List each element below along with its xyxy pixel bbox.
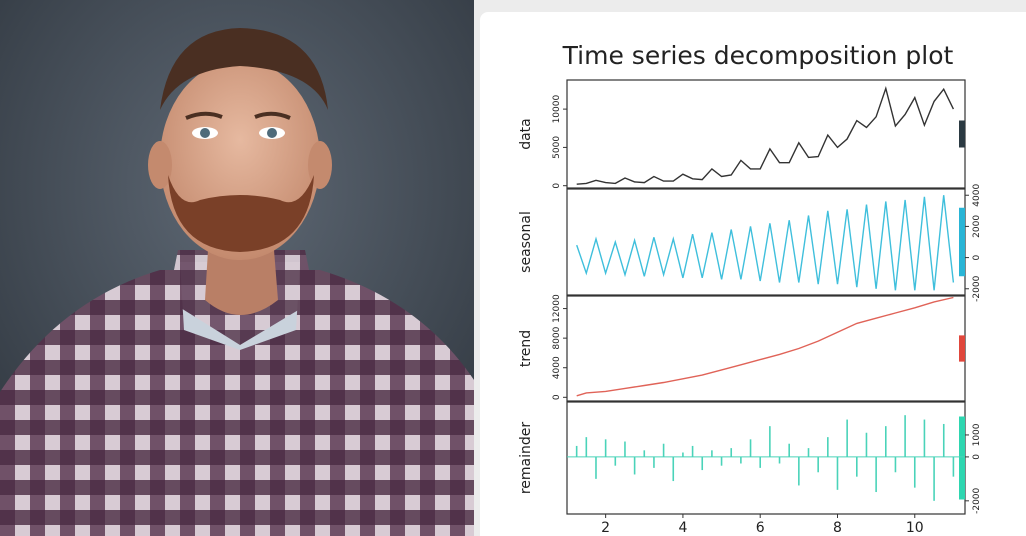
y-tick-label: 0: [972, 454, 982, 460]
panel-trend: 0 4000 8000 12000 trend: [518, 294, 966, 402]
presenter-video: [0, 0, 474, 536]
chart-panel: Time series decomposition plot 0 5000 1000…: [480, 12, 1026, 536]
y-tick-label: 0: [552, 183, 562, 189]
presenter-figure: [0, 0, 474, 536]
y-tick-label: 5000: [552, 136, 562, 159]
y-tick-label: 2000: [972, 215, 982, 238]
y-tick-label: 8000: [552, 326, 562, 349]
x-tick-label: 10: [906, 520, 924, 536]
panel-seasonal: -2000 0 2000 4000 seasonal: [518, 184, 982, 302]
slide: Time series decomposition plot 0 5000 1000…: [474, 0, 1026, 536]
decomposition-chart: Time series decomposition plot 050001000…: [518, 41, 982, 536]
panel-remainder: -2000 0 1000 remainder: [518, 401, 982, 515]
panel-frame: [566, 79, 966, 189]
x-tick-label: 8: [833, 520, 842, 536]
scale-bar: [959, 207, 965, 277]
x-tick-label: 2: [601, 520, 610, 536]
panel-label-seasonal: seasonal: [518, 211, 534, 273]
panel-label-trend: trend: [518, 330, 534, 367]
x-tick-label: 6: [756, 520, 765, 536]
scale-bar: [959, 416, 965, 500]
y-tick-label: -2000: [972, 487, 982, 513]
series-line-seasonal: [576, 195, 955, 291]
y-tick-label: 12000: [552, 294, 562, 323]
y-tick-label: 4000: [972, 184, 982, 207]
panel-frame: [566, 295, 966, 402]
series-line-data: [576, 85, 955, 185]
panel-label-data: data: [518, 118, 534, 150]
scale-bar: [959, 335, 965, 362]
y-tick-label: 10000: [552, 95, 562, 124]
y-tick-label: 4000: [552, 356, 562, 379]
chart-title: Time series decomposition plot: [562, 41, 954, 70]
x-tick-label: 4: [678, 520, 687, 536]
y-tick-label: 0: [552, 394, 562, 400]
series-line-trend: [576, 296, 954, 397]
scale-bar: [959, 120, 965, 148]
y-tick-label: 0: [972, 254, 982, 260]
y-tick-label: -2000: [972, 275, 982, 301]
panel-data: 0 5000 10000 data: [518, 79, 966, 189]
y-tick-label: 1000: [972, 423, 982, 446]
panel-label-remainder: remainder: [518, 422, 534, 495]
